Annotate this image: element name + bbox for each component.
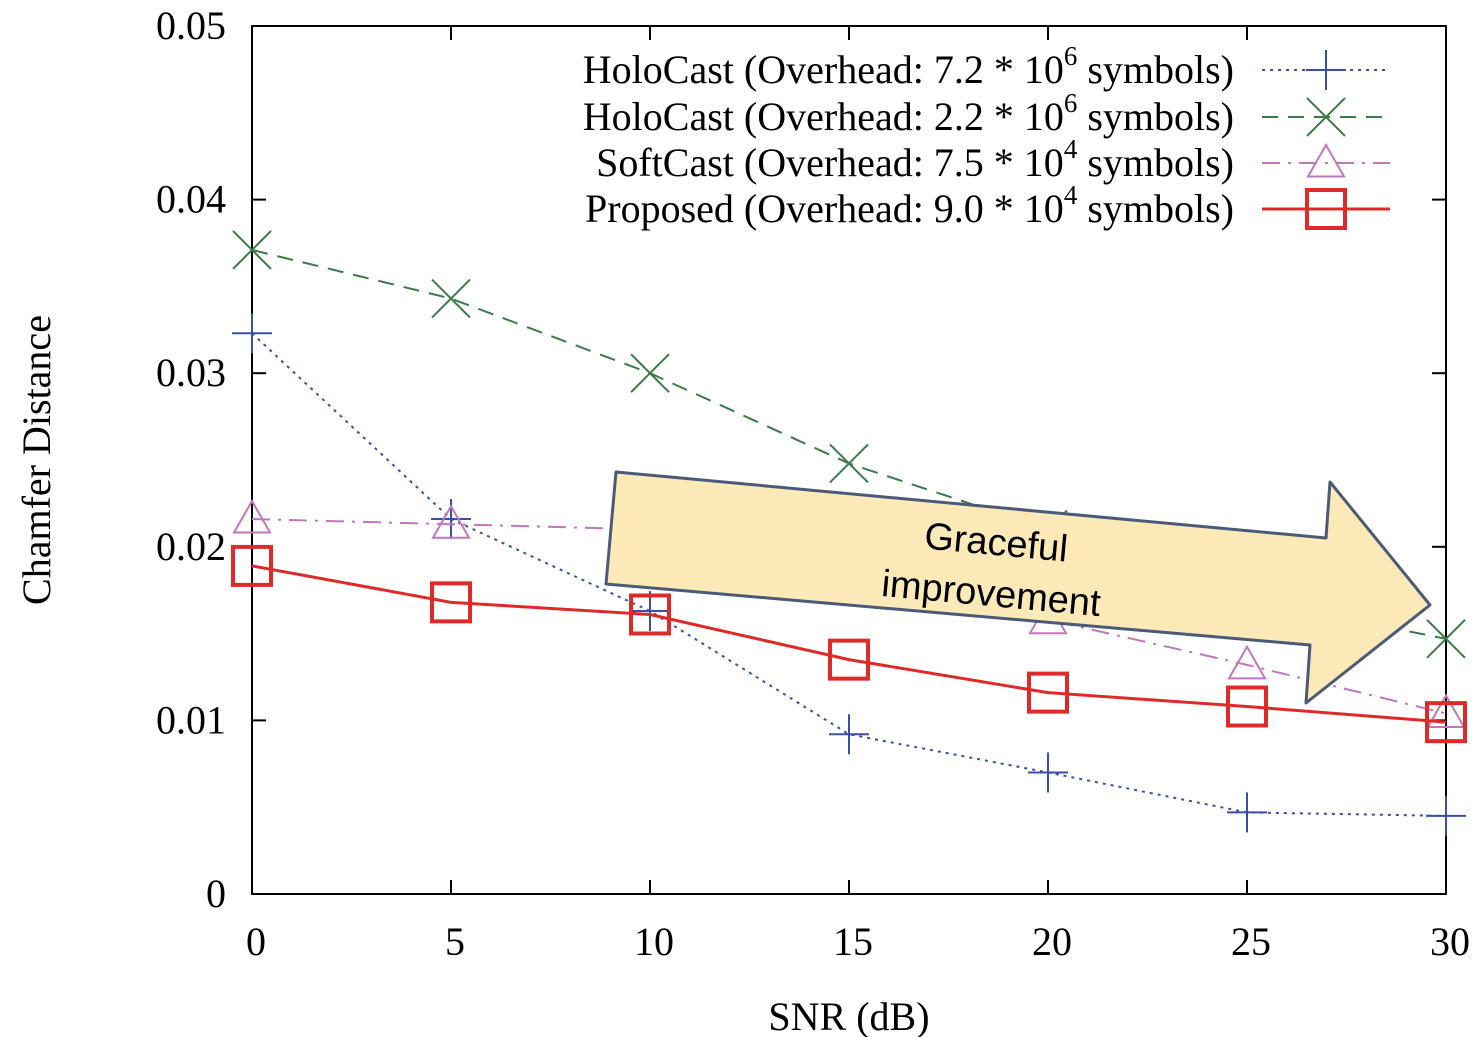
y-axis-title: Chamfer Distance — [14, 315, 59, 605]
series-3-point-2 — [629, 593, 671, 636]
x-tick-label-2: 10 — [634, 919, 674, 964]
x-tick-label-1: 5 — [445, 919, 465, 964]
series-2-point-1 — [431, 504, 471, 539]
legend-label-3: Proposed (Overhead: 9.0 * 104 symbols) — [585, 180, 1234, 231]
series-2-point-5 — [1227, 644, 1267, 680]
series-0 — [232, 313, 1466, 836]
series-3-point-6 — [1425, 701, 1467, 744]
x-tick-label-3: 15 — [833, 919, 873, 964]
legend-label-exp-3: 4 — [1064, 180, 1078, 210]
series-3 — [231, 544, 1467, 744]
y-tick-label-2: 0.02 — [156, 524, 226, 569]
series-0-point-5 — [1227, 792, 1267, 833]
legend-label-2: SoftCast (Overhead: 7.5 * 104 symbols) — [596, 134, 1234, 185]
legend-label-base-1: HoloCast (Overhead: 2.2 * 10 — [583, 94, 1064, 139]
x-tick-label-6: 30 — [1430, 919, 1470, 964]
series-line-3 — [251, 564, 1447, 724]
series-1-point-3 — [829, 443, 869, 484]
annotation-arrow — [604, 470, 1432, 705]
series-0-point-6 — [1426, 795, 1466, 836]
series-3-point-1 — [430, 581, 472, 624]
legend-marker-0 — [1306, 50, 1346, 90]
x-tick-label-4: 20 — [1032, 919, 1072, 964]
y-tick-label-0: 0 — [206, 871, 226, 916]
y-tick-label-4: 0.04 — [156, 177, 226, 222]
series-0-point-4 — [1028, 752, 1068, 793]
legend-label-tail-0: symbols) — [1077, 47, 1234, 92]
legend: HoloCast (Overhead: 7.2 * 106 symbols)Ho… — [583, 41, 1390, 231]
legend-label-exp-1: 6 — [1064, 88, 1078, 118]
series-1-point-1 — [431, 278, 471, 319]
series-3-point-4 — [1027, 671, 1069, 714]
y-tick-label-5: 0.05 — [156, 3, 226, 48]
legend-marker-3 — [1305, 188, 1347, 230]
series-2-point-0 — [232, 499, 272, 534]
series-1-point-2 — [630, 353, 670, 393]
legend-label-tail-3: symbols) — [1077, 186, 1234, 231]
series-3-point-0 — [231, 544, 273, 587]
x-tick-label-5: 25 — [1231, 919, 1271, 964]
legend-label-base-0: HoloCast (Overhead: 7.2 * 10 — [583, 47, 1064, 92]
series-0-point-3 — [829, 714, 869, 755]
legend-label-base-3: Proposed (Overhead: 9.0 * 10 — [585, 186, 1064, 231]
series-2-point-6 — [1426, 693, 1466, 728]
series-0-point-0 — [232, 313, 272, 354]
y-tick-label-1: 0.01 — [156, 697, 226, 742]
series-0-point-2 — [630, 591, 670, 632]
legend-label-tail-2: symbols) — [1077, 140, 1234, 185]
series-3-point-3 — [828, 638, 870, 681]
legend-label-1: HoloCast (Overhead: 2.2 * 106 symbols) — [583, 88, 1234, 139]
axis-ticks: 0 5 10 15 20 25 30 0 0.01 0.02 0.03 0.04 0.05 — [156, 3, 1470, 964]
legend-label-0: HoloCast (Overhead: 7.2 * 106 symbols) — [583, 41, 1234, 92]
series-3-point-5 — [1226, 685, 1268, 728]
legend-marker-2 — [1306, 142, 1346, 178]
x-tick-label-0: 0 — [246, 919, 266, 964]
x-axis-title: SNR (dB) — [768, 994, 929, 1037]
series-1-point-0 — [232, 230, 272, 270]
legend-marker-1 — [1306, 97, 1346, 137]
legend-label-base-2: SoftCast (Overhead: 7.5 * 10 — [596, 140, 1064, 185]
series-1-point-6 — [1426, 619, 1466, 659]
legend-label-exp-0: 6 — [1064, 41, 1078, 71]
legend-label-tail-1: symbols) — [1077, 94, 1234, 139]
legend-label-exp-2: 4 — [1064, 134, 1078, 164]
y-tick-label-3: 0.03 — [156, 350, 226, 395]
